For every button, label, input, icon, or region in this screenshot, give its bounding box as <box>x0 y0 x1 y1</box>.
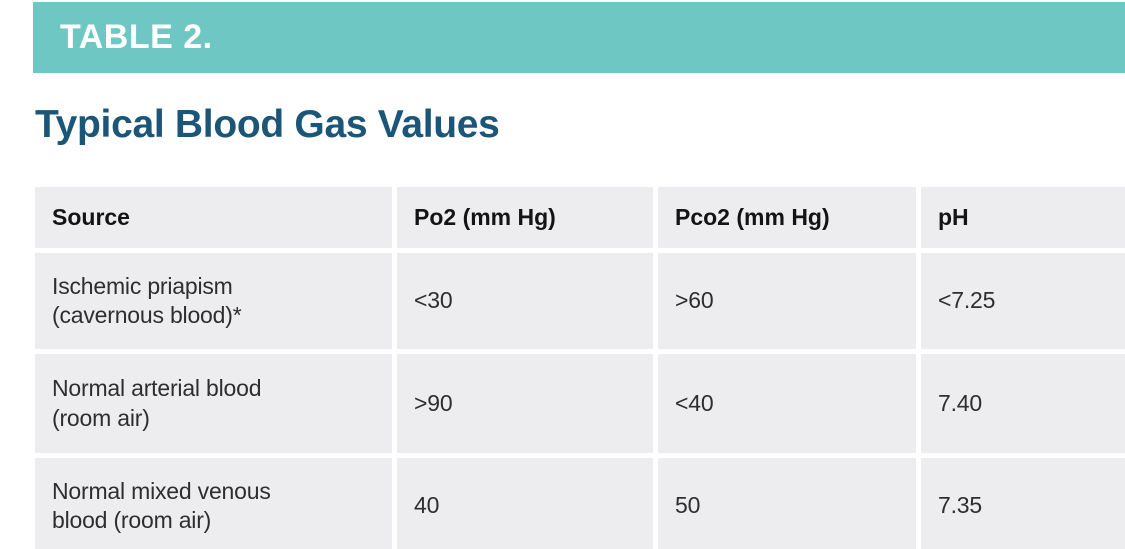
table-cell-source: Normal arterial blood (room air) <box>35 354 392 453</box>
source-line: blood (room air) <box>52 507 212 533</box>
table-cell-ph: 7.35 <box>921 458 1125 549</box>
column-header-ph: pH <box>921 187 1125 248</box>
table-cell-pco2: >60 <box>658 253 916 349</box>
table-cell-source: Ischemic priapism (cavernous blood)* <box>35 253 392 349</box>
source-line: (cavernous blood)* <box>52 302 242 328</box>
table-cell-ph: 7.40 <box>921 354 1125 453</box>
table-cell-po2: <30 <box>397 253 653 349</box>
table-cell-po2: >90 <box>397 354 653 453</box>
column-header-pco2: Pco2 (mm Hg) <box>658 187 916 248</box>
source-line: (room air) <box>52 404 150 431</box>
table-number-label: TABLE 2. <box>60 18 213 56</box>
table-cell-ph: <7.25 <box>921 253 1125 349</box>
blood-gas-table: Source Po2 (mm Hg) Pco2 (mm Hg) pH Ische… <box>35 187 1125 549</box>
table-cell-po2: 40 <box>397 458 653 549</box>
source-line: Ischemic priapism <box>52 272 233 299</box>
table-cell-source: Normal mixed venous blood (room air) <box>35 458 392 549</box>
table-cell-pco2: 50 <box>658 458 916 549</box>
table-number-banner: TABLE 2. <box>33 2 1125 73</box>
source-line: Normal mixed venous <box>52 477 271 504</box>
column-header-po2: Po2 (mm Hg) <box>397 187 653 248</box>
table-cell-pco2: <40 <box>658 354 916 453</box>
page-title: Typical Blood Gas Values <box>35 103 500 146</box>
column-header-source: Source <box>35 187 392 248</box>
source-line: Normal arterial blood <box>52 375 262 402</box>
